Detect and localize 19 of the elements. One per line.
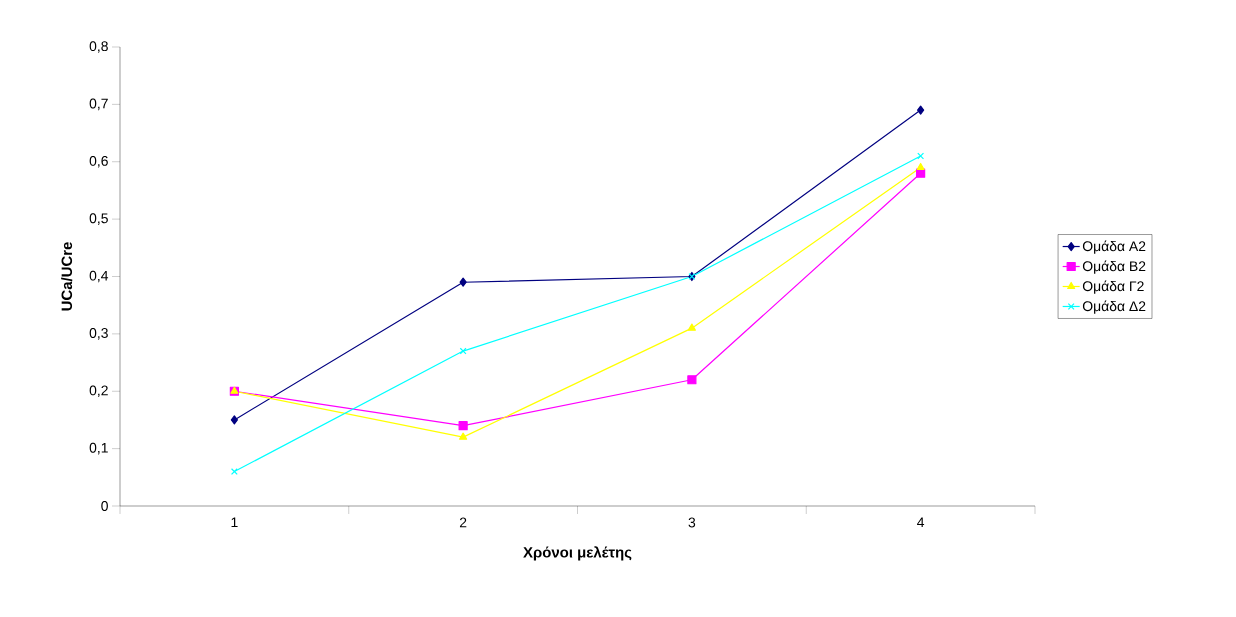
legend-label: Ομάδα Γ2 [1082, 280, 1144, 294]
y-tick-label: 0,3 [89, 328, 108, 340]
x-tick-label: 3 [688, 517, 696, 528]
legend-label: Ομάδα Β2 [1082, 260, 1146, 274]
y-tick-label: 0,1 [89, 442, 108, 455]
y-tick-label: 0,5 [89, 213, 108, 225]
x-tick-label: 2 [459, 517, 467, 528]
x-tick-label: 1 [231, 517, 238, 528]
y-tick-label: 0 [101, 501, 108, 511]
y-tick-label: 0,7 [89, 98, 108, 111]
legend-label: Ομάδα Δ2 [1082, 300, 1146, 314]
x-tick-label: 4 [917, 517, 925, 528]
legend-label: Ομάδα Α2 [1082, 240, 1146, 254]
x-axis-title: Χρόνοι μελέτης [523, 546, 632, 561]
y-tick-label: 0,2 [89, 385, 108, 398]
y-tick-label: 0,4 [89, 270, 109, 283]
y-tick-label: 0,8 [89, 41, 108, 53]
y-tick-label: 0,6 [89, 155, 108, 168]
y-axis-title: UCa/UCre [61, 242, 73, 311]
